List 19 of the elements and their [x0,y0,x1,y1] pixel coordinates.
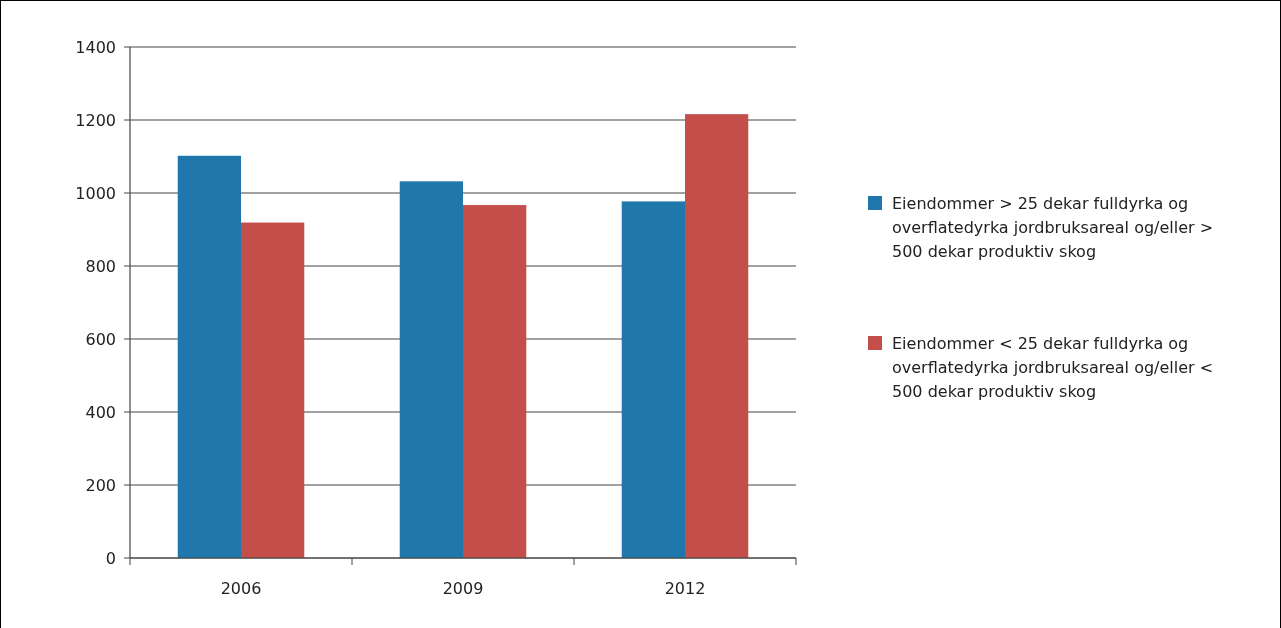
y-tick-label: 200 [85,475,116,495]
legend-label: Eiendommer < 25 dekar fulldyrka og overflatedyrka jordbruksareal og/eller < 500 dekar produktiv skog [892,334,1214,401]
y-tick-label: 1200 [75,110,116,130]
bar [621,201,685,558]
bar [399,181,463,558]
x-tick-label: 2009 [442,579,484,598]
y-tick-label: 1000 [75,183,116,203]
y-tick-label: 800 [85,256,116,276]
x-tick-label: 2006 [220,579,262,598]
y-tick-label: 0 [105,548,116,568]
bar [177,155,241,558]
bar [685,114,749,558]
bar [463,205,527,558]
y-tick-label: 600 [85,329,116,349]
x-tick-label: 2012 [664,579,706,598]
y-tick-label: 1400 [75,37,116,57]
bar [241,222,305,558]
legend-label: Eiendommer > 25 dekar fulldyrka og overflatedyrka jordbruksareal og/eller > 500 dekar produktiv skog [892,194,1214,261]
y-tick-label: 400 [85,402,116,422]
